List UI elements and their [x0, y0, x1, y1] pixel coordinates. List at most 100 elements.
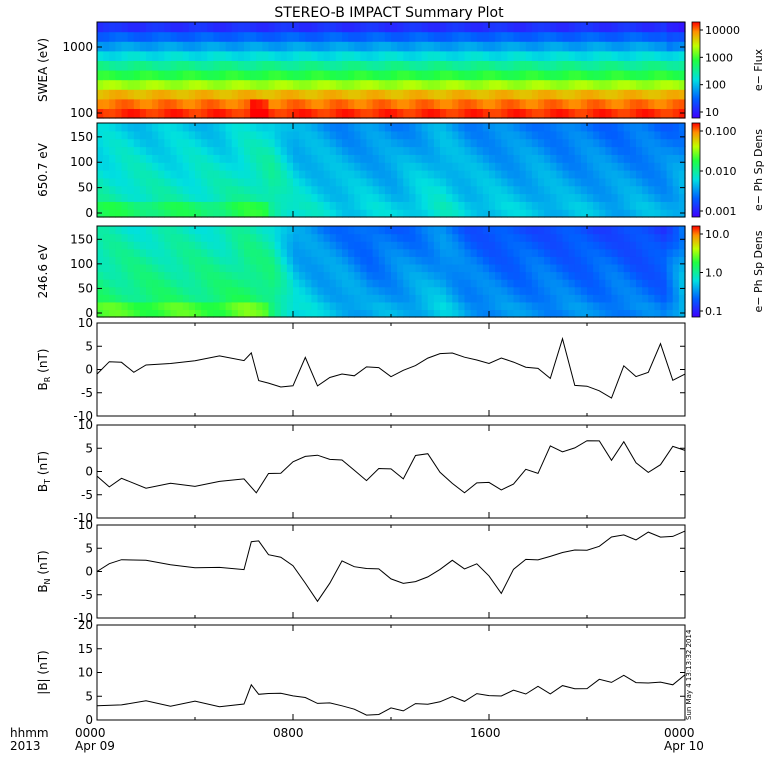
spectrogram-cell: [225, 98, 233, 109]
spectrogram-cell: [342, 60, 349, 71]
pitch-angle-cell: [268, 193, 276, 202]
spectrogram-cell: [587, 22, 594, 33]
pitch-angle-cell: [642, 301, 649, 311]
pitch-angle-cell: [562, 241, 570, 250]
pitch-angle-cell: [231, 138, 239, 148]
pitch-angle-cell: [495, 256, 502, 265]
pitch-angle-cell: [433, 177, 441, 187]
time-tick-3-row2: Apr 10: [664, 739, 704, 753]
pitch-angle-cell: [317, 294, 325, 303]
pitch-angle-cell: [580, 209, 588, 218]
pitch-angle-cell: [672, 301, 680, 311]
spectrogram-cell: [268, 70, 276, 81]
pitch-angle-cell: [562, 309, 570, 318]
spectrogram-cell: [158, 50, 165, 61]
pitch-angle-cell: [678, 123, 686, 132]
spectrogram-cell: [305, 60, 312, 71]
pitch-angle-cell: [299, 193, 306, 202]
pitch-angle-cell: [587, 256, 594, 265]
pitch-angle-cell: [219, 271, 227, 280]
pitch-angle-cell: [127, 209, 135, 218]
pitch-angle-cell: [654, 233, 662, 242]
spectrogram-cell: [672, 41, 680, 52]
spectrogram-cell: [195, 41, 202, 52]
pitch-angle-cell: [391, 177, 398, 187]
pitch-angle-cell: [378, 263, 386, 273]
pitch-angle-cell: [176, 256, 184, 265]
pitch-angle-cell: [348, 170, 355, 179]
spectrogram-cell: [593, 50, 600, 61]
pitch-angle-cell: [280, 309, 288, 318]
pitch-angle-cell: [262, 201, 270, 210]
pitch-angle-cell: [244, 279, 251, 288]
spectrogram-cell: [139, 50, 147, 61]
pitch-angle-cell: [397, 209, 404, 218]
spectrogram-cell: [544, 31, 551, 42]
pitch-angle-cell: [121, 185, 129, 195]
spectrogram-cell: [623, 41, 631, 52]
spectrogram-cell: [629, 108, 637, 119]
pitch-angle-cell: [268, 241, 276, 250]
pitch-angle-cell: [470, 263, 478, 273]
pitch-angle-cell: [97, 185, 104, 195]
spectrogram-cell: [250, 22, 257, 33]
spectrogram-cell: [286, 41, 294, 52]
spectrogram-cell: [433, 89, 441, 100]
spectrogram-cell: [360, 60, 368, 71]
pitch-angle-cell: [219, 130, 227, 140]
pitch-angle-cell: [501, 271, 508, 280]
pitch-angle-cell: [672, 201, 680, 210]
pitch-angle-cell: [409, 263, 417, 273]
pitch-angle-cell: [244, 271, 251, 280]
pitch-angle-cell: [317, 301, 325, 311]
pitch-angle-cell: [256, 209, 263, 218]
pitch-angle-cell: [409, 286, 417, 295]
pitch-angle-cell: [587, 154, 594, 163]
pitch-angle-cell: [642, 248, 649, 257]
pitch-angle-cell: [188, 294, 196, 303]
spectrogram-cell: [513, 22, 521, 33]
pitch-angle-cell: [195, 154, 202, 163]
spectrogram-cell: [501, 41, 508, 52]
spectrogram-cell: [446, 41, 453, 52]
pitch-angle-cell: [286, 301, 294, 311]
spectrogram-cell: [335, 108, 343, 119]
pitch-angle-cell: [446, 138, 453, 148]
pitch-angle-cell: [139, 130, 147, 140]
spectrogram-cell: [299, 22, 306, 33]
pitch-angle-cell: [378, 233, 386, 242]
pitch-angle-cell: [525, 233, 533, 242]
pitch-angle-cell: [115, 241, 123, 250]
pitch-angle-cell: [433, 154, 441, 163]
pitch-angle-cell: [593, 162, 600, 171]
pitch-angle-cell: [231, 301, 239, 311]
pitch-angle-cell: [531, 294, 539, 303]
spectrogram-cell: [642, 70, 649, 81]
spectrogram-cell: [464, 89, 472, 100]
pitch-angle-cell: [109, 286, 116, 295]
pitch-angle-cell: [244, 263, 251, 273]
spectrogram-cell: [544, 22, 551, 33]
spectrogram-cell: [629, 98, 637, 109]
pitch-angle-cell: [213, 185, 221, 195]
pitch-angle-cell: [305, 154, 312, 163]
pitch-angle-cell: [531, 177, 539, 187]
pitch-angle-cell: [574, 162, 582, 171]
pitch-angle-cell: [133, 177, 141, 187]
spectrogram-cell: [146, 79, 153, 90]
spectrogram-cell: [587, 79, 594, 90]
pitch-angle-cell: [660, 177, 668, 187]
pitch-angle-cell: [225, 263, 233, 273]
pitch-angle-cell: [495, 286, 502, 295]
pitch-angle-cell: [311, 123, 319, 132]
creation-stamp: Sun May 4 13:13:32 2014: [685, 629, 693, 720]
pitch-angle-cell: [415, 279, 423, 288]
pitch-angle-cell: [452, 256, 459, 265]
pitch-angle-cell: [152, 146, 159, 155]
pitch-angle-cell: [617, 256, 625, 265]
pitch-angle-cell: [403, 286, 410, 295]
spectrogram-cell: [531, 50, 539, 61]
spectrogram-cell: [501, 50, 508, 61]
pitch-angle-cell: [568, 130, 576, 140]
pitch-angle-cell: [274, 123, 282, 132]
